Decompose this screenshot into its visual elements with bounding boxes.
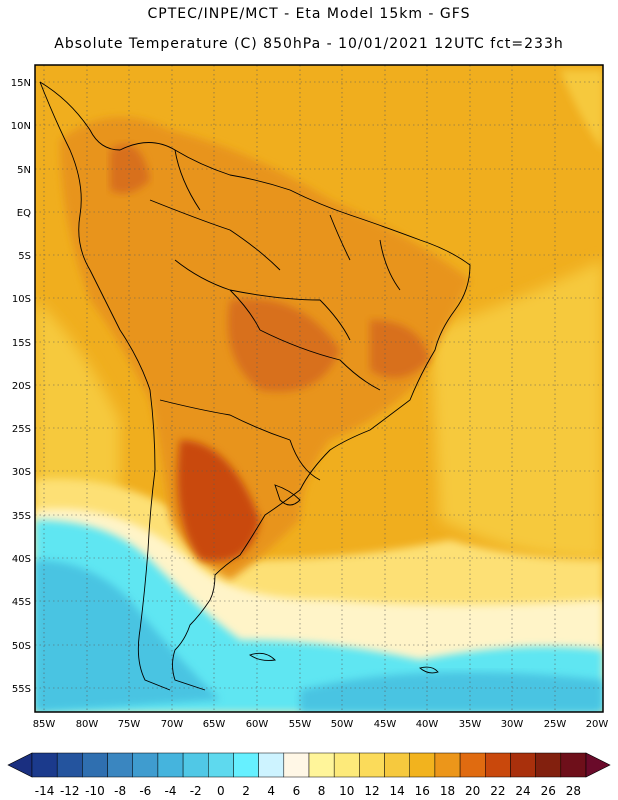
colorbar-label: 4 <box>267 784 275 798</box>
map-title-line-2: Absolute Temperature (C) 850hPa - 10/01/… <box>54 36 564 52</box>
field-east-mild <box>430 260 603 560</box>
colorbar-label: 10 <box>339 784 354 798</box>
colorbar-cells <box>31 752 587 778</box>
colorbar-label: 0 <box>217 784 225 798</box>
lon-label: 25W <box>544 719 567 730</box>
colorbar-cell <box>485 752 511 778</box>
colorbar-label: -6 <box>139 784 151 798</box>
lon-label: 40W <box>416 719 439 730</box>
colorbar-cell <box>308 752 335 778</box>
lon-label: 20W <box>586 719 609 730</box>
colorbar-label: -8 <box>114 784 126 798</box>
lon-label: 65W <box>203 719 226 730</box>
coastlines <box>39 81 471 691</box>
longitude-labels: 85W 80W 75W 70W 65W 60W 55W 50W 45W 40W … <box>33 719 609 730</box>
lon-label: 35W <box>459 719 482 730</box>
lat-label: 10S <box>12 294 31 305</box>
temperature-field <box>35 65 603 712</box>
colorbar-cell <box>182 752 209 778</box>
field-argentina-hottest <box>177 440 260 562</box>
colorbar-cell <box>459 752 486 778</box>
colorbar-label: 6 <box>293 784 301 798</box>
colorbar-cell <box>31 752 58 778</box>
colorbar-cell <box>208 752 234 778</box>
lon-label: 60W <box>246 719 269 730</box>
graticule <box>35 65 603 712</box>
colorbar-cell <box>132 752 159 778</box>
plot-frame <box>34 64 604 713</box>
colorbar: -14 -12 -10 -8 -6 -4 -2 0 2 4 6 8 10 12 14 16 18 20 22 24 26… <box>7 752 611 798</box>
colorbar-label: 2 <box>242 784 250 798</box>
lon-label: 70W <box>161 719 184 730</box>
lat-label: 5S <box>18 251 31 262</box>
colorbar-cell <box>82 752 108 778</box>
lat-label: 20S <box>12 381 31 392</box>
colorbar-label: 26 <box>541 784 556 798</box>
lat-label: 40S <box>12 554 31 565</box>
colorbar-cell <box>333 752 360 778</box>
lat-label: 50S <box>12 641 31 652</box>
lat-label: 30S <box>12 467 31 478</box>
colorbar-cell <box>409 752 436 778</box>
lon-label: 55W <box>289 719 312 730</box>
lon-label: 30W <box>501 719 524 730</box>
colorbar-label: -10 <box>85 784 105 798</box>
colorbar-label: 20 <box>465 784 480 798</box>
colorbar-cell <box>359 752 385 778</box>
colorbar-cell <box>283 752 310 778</box>
colorbar-label: 24 <box>515 784 530 798</box>
colorbar-labels: -14 -12 -10 -8 -6 -4 -2 0 2 4 6 8 10 12 14 16 18 20 22 24 26… <box>35 784 581 798</box>
colorbar-cell <box>535 752 562 778</box>
lat-label: EQ <box>17 208 31 219</box>
lat-label: 5N <box>17 165 31 176</box>
colorbar-label: -12 <box>60 784 80 798</box>
colorbar-cell <box>510 752 536 778</box>
field-cold-blue-south <box>300 672 603 712</box>
colorbar-label: 18 <box>440 784 455 798</box>
lat-label: 15N <box>11 78 31 89</box>
field-brazil-east-hot <box>370 320 430 378</box>
field-ne-mild <box>560 70 603 150</box>
colorbar-label: 22 <box>490 784 505 798</box>
colorbar-right-arrow <box>585 752 611 778</box>
colorbar-cell <box>258 752 285 778</box>
lat-label: 25S <box>12 424 31 435</box>
colorbar-cell <box>107 752 133 778</box>
colorbar-label: -4 <box>165 784 177 798</box>
colorbar-left-arrow <box>7 752 33 778</box>
colorbar-label: 16 <box>415 784 430 798</box>
lat-label: 10N <box>11 121 31 132</box>
colorbar-label: 14 <box>389 784 404 798</box>
lat-label: 45S <box>12 597 31 608</box>
colorbar-cell <box>56 752 83 778</box>
colorbar-label: 12 <box>364 784 379 798</box>
lon-label: 75W <box>118 719 141 730</box>
colorbar-label: -2 <box>190 784 202 798</box>
lat-label: 35S <box>12 511 31 522</box>
temperature-map: 15N 10N 5N EQ 5S 10S 15S 20S 25S 30S 35S… <box>7 64 611 798</box>
lon-label: 50W <box>331 719 354 730</box>
colorbar-label: 8 <box>318 784 326 798</box>
colorbar-cell <box>384 752 410 778</box>
map-title-line-1: CPTEC/INPE/MCT - Eta Model 15km - GFS <box>147 6 471 22</box>
lon-label: 80W <box>76 719 99 730</box>
colorbar-label: 28 <box>566 784 581 798</box>
field-pacific-mild <box>35 300 120 520</box>
lon-label: 85W <box>33 719 56 730</box>
lat-label: 15S <box>12 338 31 349</box>
colorbar-cell <box>560 752 587 778</box>
colorbar-label: -14 <box>35 784 55 798</box>
colorbar-cell <box>434 752 461 778</box>
latitude-labels: 15N 10N 5N EQ 5S 10S 15S 20S 25S 30S 35S… <box>11 78 31 695</box>
colorbar-cell <box>233 752 259 778</box>
lon-label: 45W <box>374 719 397 730</box>
colorbar-cell <box>157 752 184 778</box>
lat-label: 55S <box>12 684 31 695</box>
